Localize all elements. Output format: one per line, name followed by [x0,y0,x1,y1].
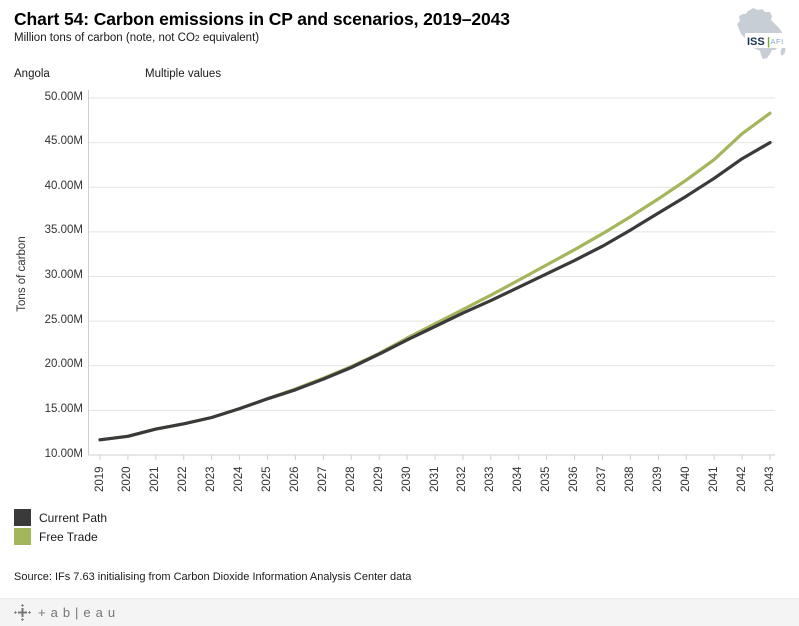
legend-swatch [14,509,31,526]
x-axis-tick-label: 2019 [93,466,106,492]
madagascar-icon [780,46,786,56]
page-title: Chart 54: Carbon emissions in CP and sce… [14,9,510,29]
iss-afi-logo: ISS | AFI [737,8,791,59]
x-axis-tick-label: 2038 [623,466,636,492]
subtitle-text-end: equivalent) [199,32,260,44]
x-axis-tick-label: 2043 [763,466,776,492]
x-axis-tick-label: 2028 [344,466,357,492]
x-axis-tick-label: 2040 [679,466,692,492]
x-axis-tick-label: 2041 [707,466,720,492]
emissions-line-chart[interactable] [88,90,775,468]
y-axis-tick-label: 25.00M [44,313,83,326]
x-axis-tick-label: 2033 [484,466,497,492]
x-axis-tick-label: 2024 [233,466,246,492]
x-axis-tick-label: 2023 [205,466,218,492]
x-axis-tick-label: 2034 [512,466,525,492]
legend-swatch [14,528,31,545]
chart-legend: Current Path Free Trade [14,509,107,547]
x-axis-tick-label: 2026 [288,466,301,492]
logo-divider: | [767,36,770,48]
x-axis-tick-label: 2039 [651,466,664,492]
y-axis-tick-label: 35.00M [44,224,83,237]
legend-item-free-trade[interactable]: Free Trade [14,528,107,545]
x-axis-tick-label: 2027 [316,466,329,492]
x-axis-tick-label: 2029 [372,466,385,492]
y-axis-tick-label: 20.00M [44,358,83,371]
y-axis-tick-label: 50.00M [44,90,83,103]
legend-label: Current Path [39,510,108,525]
x-axis-tick-label: 2035 [540,466,553,492]
x-axis-tick-label: 2031 [428,466,441,492]
tableau-icon [14,604,31,621]
source-note: Source: IFs 7.63 initialising from Carbo… [14,571,412,583]
y-axis-tick-label: 10.00M [44,447,83,460]
tableau-logo-link[interactable]: +ab|eau [14,604,120,621]
y-axis-tick-label: 40.00M [44,179,83,192]
subtitle-co2-subscript: 2 [194,33,200,43]
logo-text-backdrop [745,33,791,48]
legend-label: Free Trade [39,529,98,544]
tableau-wordmark: +ab|eau [38,605,121,620]
filter-scenario-label: Multiple values [145,68,222,80]
footer-bar: +ab|eau [0,598,799,626]
x-axis-tick-label: 2025 [261,466,273,492]
subtitle-text: Million tons of carbon (note, not CO [14,32,195,44]
y-axis-tick-label: 45.00M [44,135,83,148]
chart-subtitle: Million tons of carbon (note, not CO2 eq… [14,32,259,44]
logo-iss-text: ISS [747,36,765,48]
x-axis-tick-label: 2021 [149,466,162,492]
x-axis-tick-label: 2030 [400,466,413,492]
x-axis-tick-label: 2022 [177,466,190,492]
filter-country-label: Angola [14,68,50,80]
logo-afi-text: AFI [771,37,784,46]
x-axis-tick-label: 2032 [456,466,469,492]
y-axis-tick-label: 15.00M [44,402,83,415]
y-axis-tick-label: 30.00M [44,269,83,281]
legend-item-current-path[interactable]: Current Path [14,509,107,526]
x-axis-tick-label: 2020 [121,466,134,492]
x-axis-tick-label: 2037 [596,466,608,492]
series-line-current-path[interactable] [98,140,772,442]
x-axis-tick-label: 2036 [568,466,581,492]
x-axis-tick-label: 2042 [735,466,748,492]
